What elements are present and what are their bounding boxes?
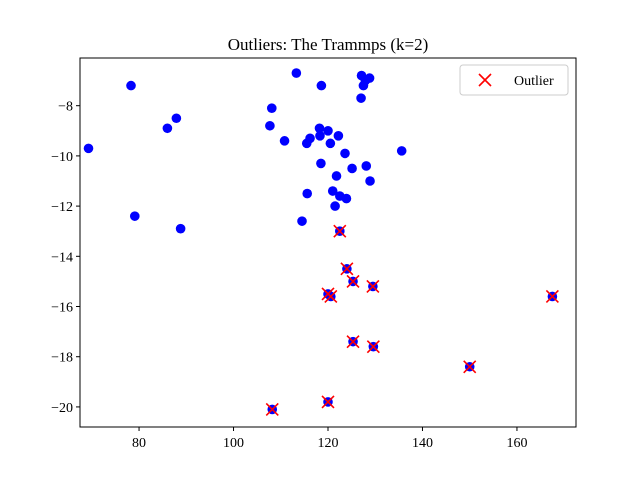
outlier-marker [324,289,338,304]
data-point [361,161,372,171]
x-tick-label: 100 [223,436,244,451]
data-point [330,201,340,211]
outlier-marker [346,274,360,288]
data-point [365,176,375,186]
data-point [162,123,173,134]
chart-title: Outliers: The Trammps (k=2) [228,35,429,54]
data-point [314,123,325,134]
outlier-marker [545,289,559,304]
data-point [325,138,336,149]
data-point [266,103,277,114]
y-tick-label: −14 [51,250,73,265]
data-point [279,136,290,146]
outlier-marker [321,395,335,409]
data-point [305,133,315,144]
x-tick-label: 160 [506,436,527,451]
x-tick-label: 80 [132,436,146,451]
data-point [356,93,366,103]
data-point [316,80,327,91]
x-tick-label: 120 [318,436,339,451]
data-point [126,80,136,91]
data-point [302,188,313,199]
data-point [347,163,357,174]
y-tick-label: −18 [51,351,73,366]
plot-area [83,68,559,416]
outlier-marker [366,279,380,293]
data-point [340,148,350,159]
data-point [323,125,333,136]
outlier-marker [346,335,360,349]
data-point [341,193,352,204]
data-point [265,120,275,131]
legend-box [459,64,569,96]
outlier-marker [340,262,354,276]
y-tick-label: −20 [51,401,73,416]
x-tick-label: 140 [412,436,433,451]
data-point [315,131,325,141]
outlier-marker [463,360,477,374]
data-point [316,158,326,169]
outlier-marker [265,402,279,416]
data-point [364,73,375,83]
legend: Outlier [459,64,569,96]
outlier-marker [366,340,380,354]
data-point [175,223,186,234]
data-point [171,113,182,124]
data-point [396,146,407,156]
legend-outlier-marker [478,73,492,87]
data-point [83,143,94,154]
data-point [333,131,344,141]
data-point [297,216,307,226]
data-point [291,68,302,78]
data-point [327,186,338,196]
axes: 80 100 120 140 160 −20 −18 −16 −14 −12 −10 −8 [51,100,527,451]
y-tick-label: −16 [51,301,73,316]
legend-label: Outlier [514,74,554,89]
data-point [129,211,140,221]
y-tick-label: −12 [51,200,73,215]
outlier-marker [333,224,347,238]
y-tick-label: −10 [51,150,73,165]
y-tick-label: −8 [58,100,73,115]
data-point [331,171,342,181]
